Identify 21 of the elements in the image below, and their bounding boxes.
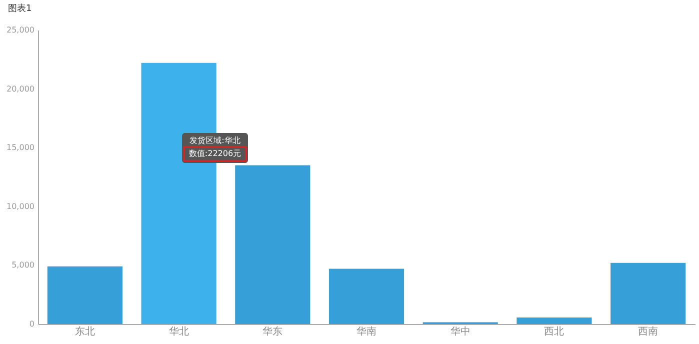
y-tick-label: 25,000: [6, 26, 34, 34]
y-tick-label: 10,000: [6, 202, 34, 211]
x-tick-label: 西北: [544, 326, 564, 338]
annotation: 数值:22206元: [188, 149, 242, 158]
bar: [328, 268, 404, 324]
bar: [47, 266, 122, 324]
bar: [610, 262, 686, 324]
annotation: 发货区域:华北: [190, 136, 240, 145]
bar: [235, 165, 310, 324]
x-tick-label: 华东: [262, 326, 283, 338]
y-tick-label: 20,000: [6, 84, 34, 94]
chart-title: 图表1: [8, 3, 32, 14]
y-tick-label: 15,000: [6, 143, 34, 152]
y-tick-label: 0: [29, 320, 34, 328]
y-tick-label: 5,000: [12, 260, 34, 270]
x-tick-label: 华南: [356, 326, 376, 338]
x-tick-label: 华北: [168, 326, 189, 338]
x-tick-label: 华中: [450, 326, 470, 338]
bar: [516, 318, 592, 324]
x-tick-label: 西南: [638, 326, 658, 338]
x-tick-label: 东北: [74, 326, 95, 338]
